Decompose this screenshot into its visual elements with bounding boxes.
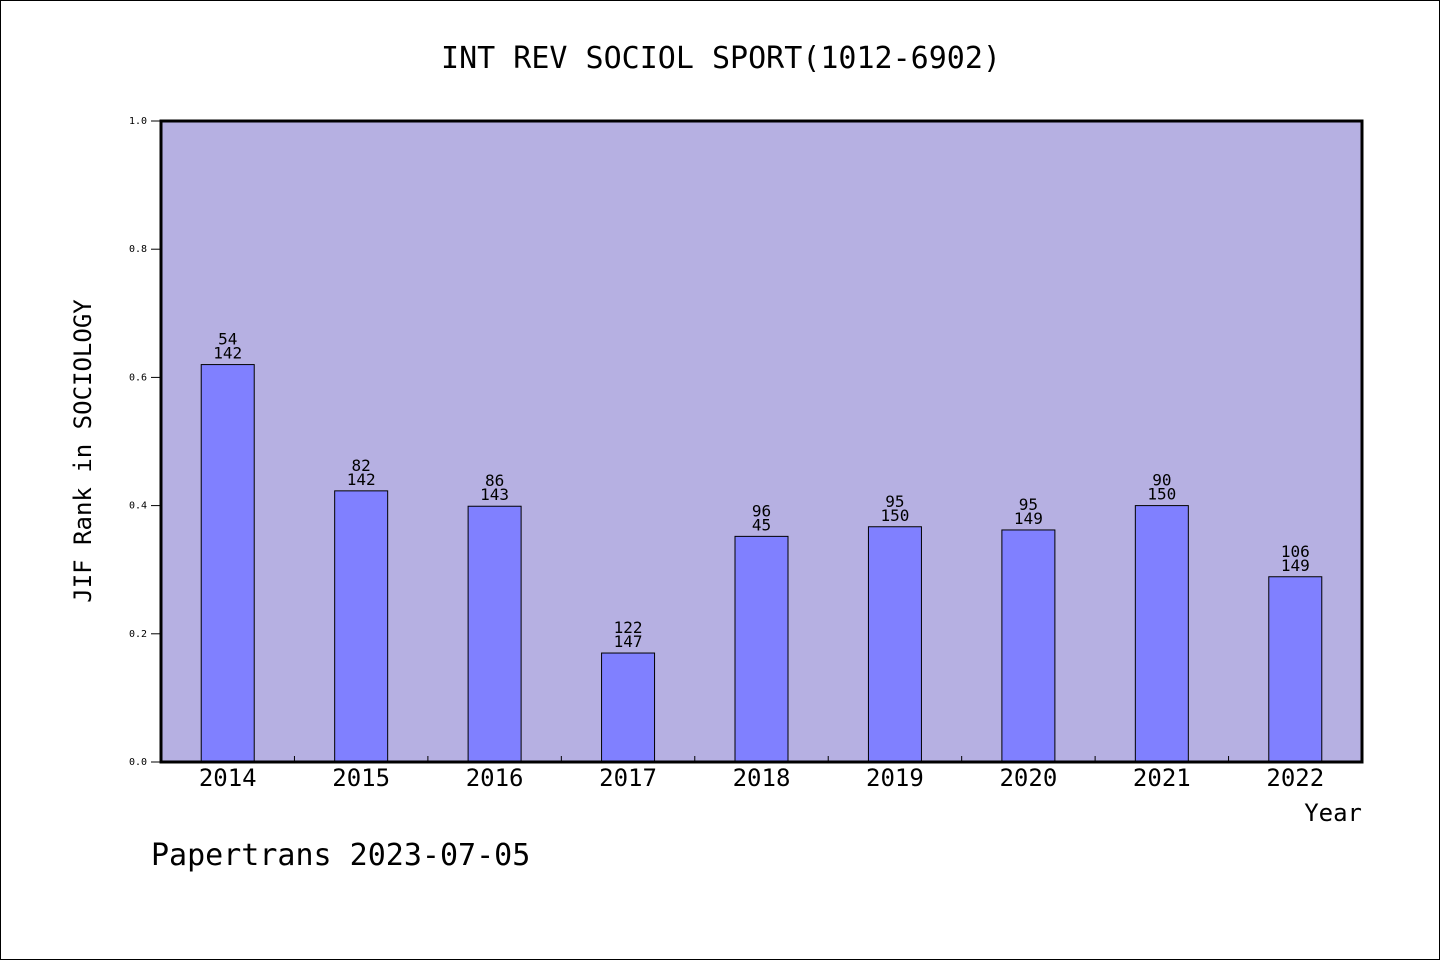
bar-2022 xyxy=(1268,576,1323,763)
bar-total-label: 142 xyxy=(347,470,376,489)
y-tick-label: 0.8 xyxy=(129,244,147,255)
bar-2020 xyxy=(1001,529,1056,763)
bar-2018 xyxy=(734,535,789,763)
x-tick-label: 2019 xyxy=(866,764,924,792)
y-tick-label: 0.6 xyxy=(129,372,147,383)
chart-title: INT REV SOCIOL SPORT(1012-6902) xyxy=(441,41,1001,76)
x-axis: 2014 2015 2016 2017 2018 2019 2020 2021 2022 xyxy=(199,756,1324,792)
x-tick-label: 2018 xyxy=(733,764,791,792)
y-tick-label: 0.4 xyxy=(129,501,147,512)
y-tick-label: 0.2 xyxy=(129,629,147,640)
bar-2017 xyxy=(601,652,656,763)
bar-rank-label: 106 xyxy=(1281,542,1310,561)
bar-total-label: 143 xyxy=(480,485,509,504)
bar-series xyxy=(200,364,1323,763)
x-tick-label: 2014 xyxy=(199,764,257,792)
bar-total-label: 149 xyxy=(1014,509,1043,528)
bar-total-label: 150 xyxy=(880,506,909,525)
bar-total-label: 150 xyxy=(1147,485,1176,504)
bar-rank-label: 90 xyxy=(1152,471,1171,490)
x-tick-label: 2017 xyxy=(599,764,657,792)
bar-2016 xyxy=(467,505,522,763)
bar-2019 xyxy=(867,526,922,763)
x-tick-label: 2022 xyxy=(1266,764,1324,792)
bar-rank-label: 54 xyxy=(218,330,237,349)
x-tick-label: 2016 xyxy=(466,764,524,792)
x-tick-label: 2015 xyxy=(332,764,390,792)
y-axis: 0.0 0.2 0.4 0.6 0.8 1.0 xyxy=(129,116,161,768)
bar-rank-label: 82 xyxy=(352,456,371,475)
bar-2021 xyxy=(1134,505,1189,763)
bar-rank-label: 95 xyxy=(1019,495,1038,514)
bar-rank-label: 96 xyxy=(752,501,771,520)
bar-2015 xyxy=(334,490,389,763)
y-axis-label: JIF Rank in SOCIOLOGY xyxy=(69,299,97,603)
bar-rank-label: 122 xyxy=(614,618,643,637)
bar-total-label: 147 xyxy=(614,632,643,651)
bar-total-label: 45 xyxy=(752,515,771,534)
x-tick-label: 2020 xyxy=(999,764,1057,792)
bar-rank-label: 95 xyxy=(885,492,904,511)
bar-total-label: 142 xyxy=(213,344,242,363)
footer-watermark: Papertrans 2023-07-05 xyxy=(151,838,530,873)
y-tick-label: 0.0 xyxy=(129,757,147,768)
bar-total-label: 149 xyxy=(1281,556,1310,575)
x-tick-label: 2021 xyxy=(1133,764,1191,792)
bar-rank-label: 86 xyxy=(485,471,504,490)
x-axis-label: Year xyxy=(1304,799,1362,827)
y-tick-label: 1.0 xyxy=(129,116,147,127)
bar-2014 xyxy=(200,364,255,763)
plot-frame xyxy=(159,119,1364,764)
